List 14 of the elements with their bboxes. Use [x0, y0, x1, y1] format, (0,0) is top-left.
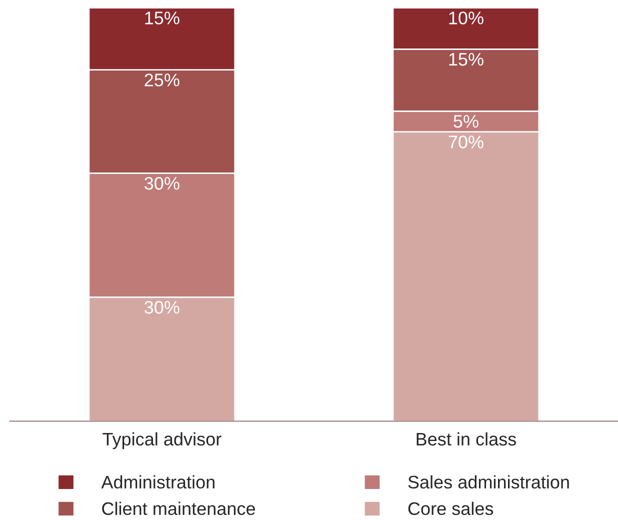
- x-tick-label: Best in class: [416, 432, 516, 446]
- legend-label: Client maintenance: [102, 502, 255, 516]
- x-tick-label: Typical advisor: [102, 432, 222, 450]
- data-label: 30%: [144, 176, 180, 190]
- legend-label: Sales administration: [408, 475, 569, 489]
- data-label: 15%: [145, 12, 180, 24]
- legend-label: Core sales: [408, 502, 494, 516]
- data-label: 70%: [448, 136, 484, 148]
- data-label: 25%: [144, 74, 180, 86]
- legend-label: Administration: [101, 475, 214, 489]
- data-label: 10%: [449, 12, 484, 24]
- data-label: 5%: [454, 115, 478, 128]
- data-label: 15%: [449, 53, 484, 66]
- data-label: 30%: [144, 300, 180, 314]
